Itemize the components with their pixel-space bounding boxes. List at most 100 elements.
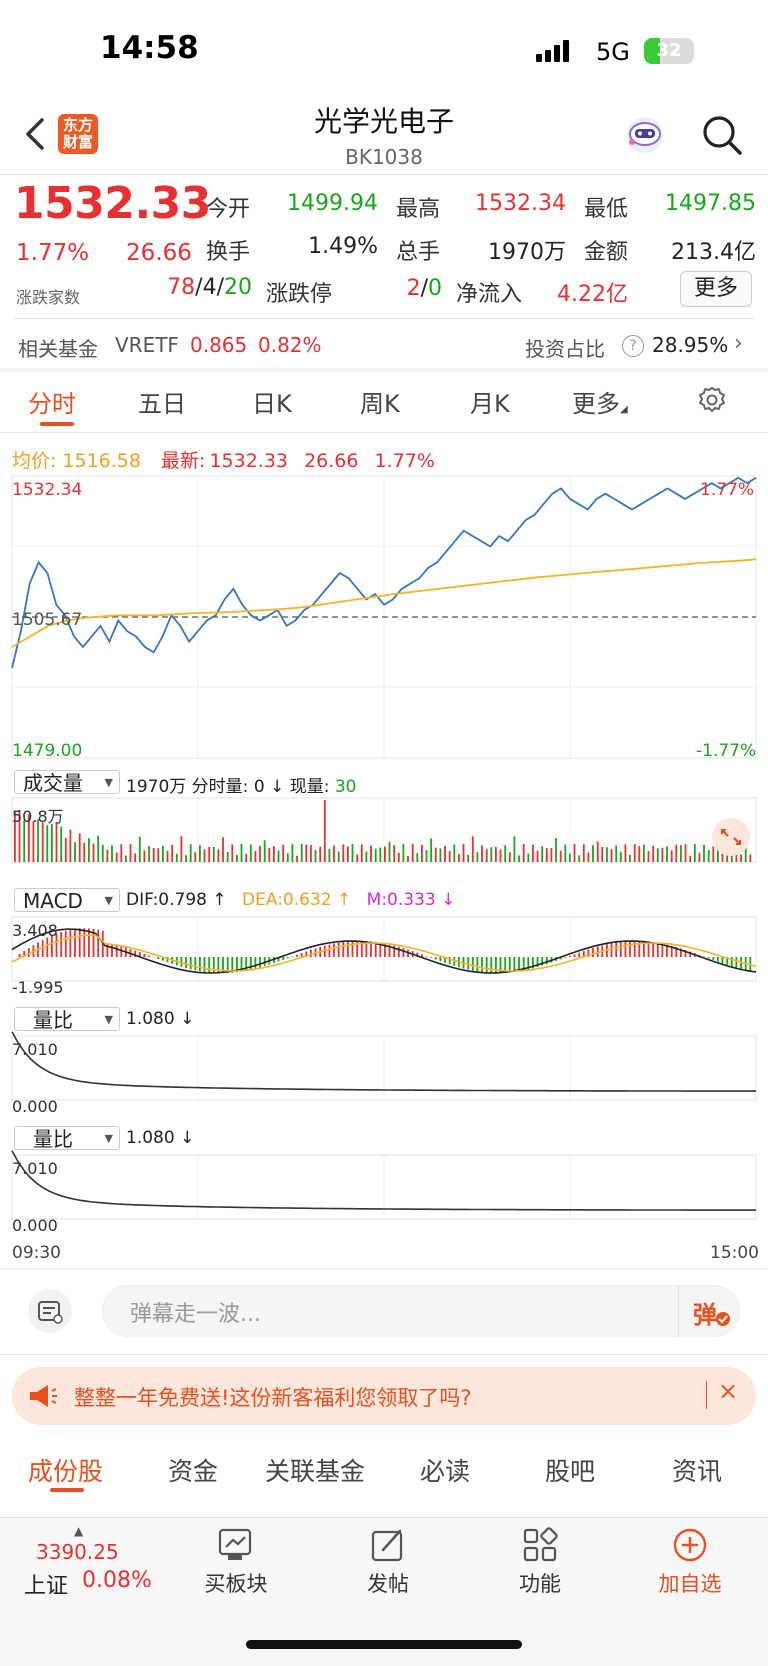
ratio-max-label-2: 7.010: [12, 1159, 58, 1178]
macd-bar: [74, 929, 76, 957]
promo-separator: [706, 1381, 707, 1409]
tab-constituents[interactable]: 成份股: [28, 1452, 103, 1488]
up-down-count-label: 涨跌家数: [16, 284, 80, 308]
gear-icon[interactable]: [697, 385, 727, 415]
macd-indicator-select[interactable]: MACD▼: [14, 888, 120, 912]
x-end-label: 15:00: [710, 1243, 759, 1263]
investment-ratio-value: 28.95%: [652, 333, 728, 357]
macd-bar: [282, 957, 284, 960]
more-button[interactable]: 更多: [680, 271, 752, 307]
volume-bar: [625, 844, 627, 862]
macd-bar: [88, 928, 90, 957]
robot-assistant-icon[interactable]: [624, 114, 666, 156]
macd-bar: [70, 930, 72, 957]
macd-bar: [634, 941, 636, 957]
buy-sector-button[interactable]: 买板块: [186, 1568, 286, 1598]
volume-bar: [65, 838, 67, 862]
volume-bar: [592, 845, 594, 862]
volume-bar: [370, 846, 372, 862]
comment-settings-icon[interactable]: [28, 1289, 72, 1333]
volume-bar: [583, 844, 585, 862]
price-min-label: 1479.00: [12, 741, 82, 761]
volume-bar: [629, 855, 631, 862]
chevron-right-icon[interactable]: ›: [734, 331, 743, 356]
related-fund-name[interactable]: VRETF: [115, 333, 179, 357]
tab-daily-k[interactable]: 日K: [252, 384, 292, 419]
tab-funds-flow[interactable]: 资金: [168, 1452, 218, 1488]
volume-bar: [477, 852, 479, 862]
close-icon[interactable]: ×: [718, 1377, 738, 1405]
ratio-indicator-select-2[interactable]: 量比▼: [14, 1126, 120, 1150]
macd-bar: [546, 957, 548, 964]
tab-more[interactable]: 更多◢: [572, 384, 628, 419]
volume-bar: [111, 845, 113, 862]
tab-weekly-k[interactable]: 周K: [360, 384, 400, 419]
macd-bar: [477, 957, 479, 971]
volume-bar: [615, 845, 617, 862]
volume-bar: [255, 851, 257, 862]
index-name[interactable]: 上证: [24, 1568, 68, 1600]
volume-bar: [79, 834, 81, 863]
macd-bar: [652, 942, 654, 957]
related-fund-label: 相关基金: [18, 333, 98, 362]
expand-icon[interactable]: [712, 818, 750, 856]
low-value: 1497.85: [650, 191, 756, 216]
tab-five-day[interactable]: 五日: [138, 384, 186, 419]
macd-bar: [157, 957, 159, 959]
volume-bar: [486, 849, 488, 862]
open-label: 今开: [206, 191, 250, 223]
macd-bar: [481, 957, 483, 972]
function-button[interactable]: 功能: [490, 1568, 590, 1598]
macd-bar: [615, 942, 617, 957]
compose-icon[interactable]: [370, 1527, 406, 1567]
macd-bar: [403, 948, 405, 957]
volume-bar: [305, 845, 307, 862]
tab-news[interactable]: 资讯: [672, 1452, 722, 1488]
macd-bar: [259, 957, 261, 968]
volume-bar: [518, 855, 520, 862]
volume-bar: [70, 830, 72, 862]
search-icon[interactable]: [700, 113, 744, 157]
volume-bar: [208, 847, 210, 862]
volume-bar: [453, 845, 455, 863]
add-watchlist-button[interactable]: 加自选: [640, 1568, 740, 1598]
volume-indicator-select[interactable]: 成交量▼: [14, 770, 120, 794]
volume-bar: [444, 846, 446, 862]
volume-bar: [671, 850, 673, 862]
volume-bar: [245, 854, 247, 862]
tab-related-funds[interactable]: 关联基金: [265, 1452, 365, 1488]
tab-monthly-k[interactable]: 月K: [470, 384, 510, 419]
macd-bar: [347, 941, 349, 957]
help-icon[interactable]: ?: [622, 335, 644, 357]
volume-bar: [675, 845, 677, 862]
ratio-indicator-select-1[interactable]: 量比▼: [14, 1007, 120, 1031]
volume-bar: [449, 851, 451, 862]
volume-bar: [416, 853, 418, 862]
tab-intraday[interactable]: 分时: [28, 384, 76, 419]
post-button[interactable]: 发帖: [338, 1568, 438, 1598]
volume-bar: [356, 854, 358, 862]
index-value[interactable]: 3390.25: [36, 1540, 119, 1564]
volume-bar: [338, 852, 340, 863]
volume-bar: [83, 843, 85, 862]
volume-bar: [42, 822, 44, 862]
volume-bar: [435, 848, 437, 862]
volume-bar: [523, 844, 525, 862]
buy-sector-icon[interactable]: [216, 1527, 256, 1567]
last-price: 1532.33: [14, 178, 211, 229]
danmu-button[interactable]: 弹: [678, 1285, 741, 1337]
volume-bar: [537, 851, 539, 862]
limit-label: 涨跌停: [266, 276, 332, 308]
related-fund-price: 0.865: [190, 333, 247, 357]
volume-bar: [601, 847, 603, 862]
ratio-min-label-2: 0.000: [12, 1216, 58, 1235]
volume-bar: [398, 853, 400, 862]
add-watchlist-icon[interactable]: [672, 1527, 708, 1567]
ratio-info-1: 1.080 ↓: [126, 1009, 194, 1029]
volume-bar: [250, 845, 252, 862]
volume-bar: [440, 849, 442, 863]
function-grid-icon[interactable]: [522, 1527, 558, 1567]
tab-must-read[interactable]: 必读: [420, 1452, 470, 1488]
tab-forum[interactable]: 股吧: [545, 1452, 595, 1488]
volume-bar: [194, 852, 196, 862]
